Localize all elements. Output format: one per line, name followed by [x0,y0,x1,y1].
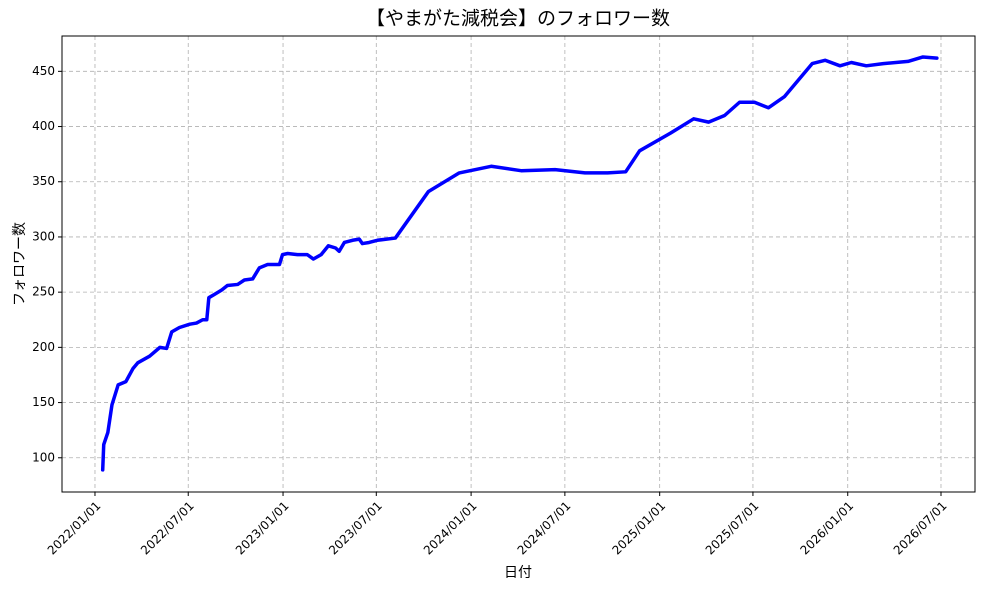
y-tick-label: 150 [32,395,55,409]
y-tick-label: 250 [32,285,55,299]
y-tick-label: 450 [32,64,55,78]
y-tick-label: 200 [32,340,55,354]
data-line [100,55,939,472]
y-tick-label: 300 [32,229,55,243]
y-tick-label: 350 [32,174,55,188]
y-tick-label: 100 [32,450,55,464]
y-axis-label: フォロワー数 [12,222,28,306]
chart-title: 【やまがた減税会】のフォロワー数 [366,8,670,30]
y-tick-label: 400 [32,119,55,133]
x-axis-label: 日付 [504,565,532,581]
plot-frame [61,35,976,493]
